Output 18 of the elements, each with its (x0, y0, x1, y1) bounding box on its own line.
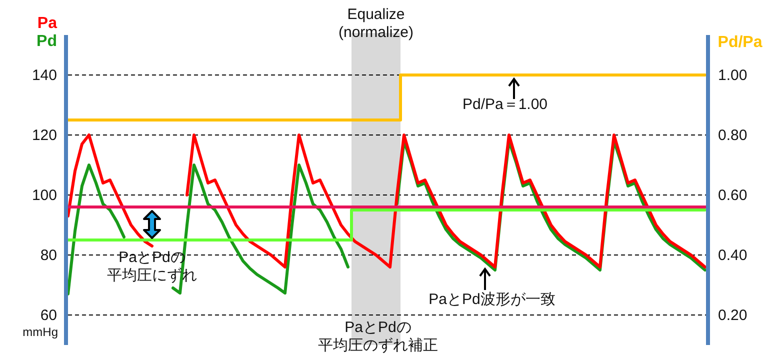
text: PaとPdの (344, 319, 412, 336)
y2-tick-label: 0.40 (718, 247, 748, 264)
y2-tick-label: 0.60 (718, 187, 748, 204)
text: Equalize (normalize) (338, 6, 414, 41)
y2-tick-label: 1.00 (718, 67, 748, 84)
y2-tick-label: 0.20 (718, 307, 748, 324)
y2-tick-label: 0.80 (718, 127, 748, 144)
y-tick-label: 140 (32, 67, 57, 84)
text: 平均圧のずれ補正 (318, 337, 438, 354)
y-tick-label: 80 (40, 247, 57, 264)
y-axis-title: mmHg (22, 325, 58, 339)
y-tick-label: 100 (32, 187, 57, 204)
text: Pd/Pa＝1.00 (462, 96, 548, 113)
series-label: Pd/Pa (718, 34, 762, 51)
y-tick-label: 60 (40, 307, 57, 324)
y-tick-label: 120 (32, 127, 57, 144)
legend: Pa Pd (36, 15, 57, 50)
text: PaとPd波形が一致 (428, 291, 556, 308)
